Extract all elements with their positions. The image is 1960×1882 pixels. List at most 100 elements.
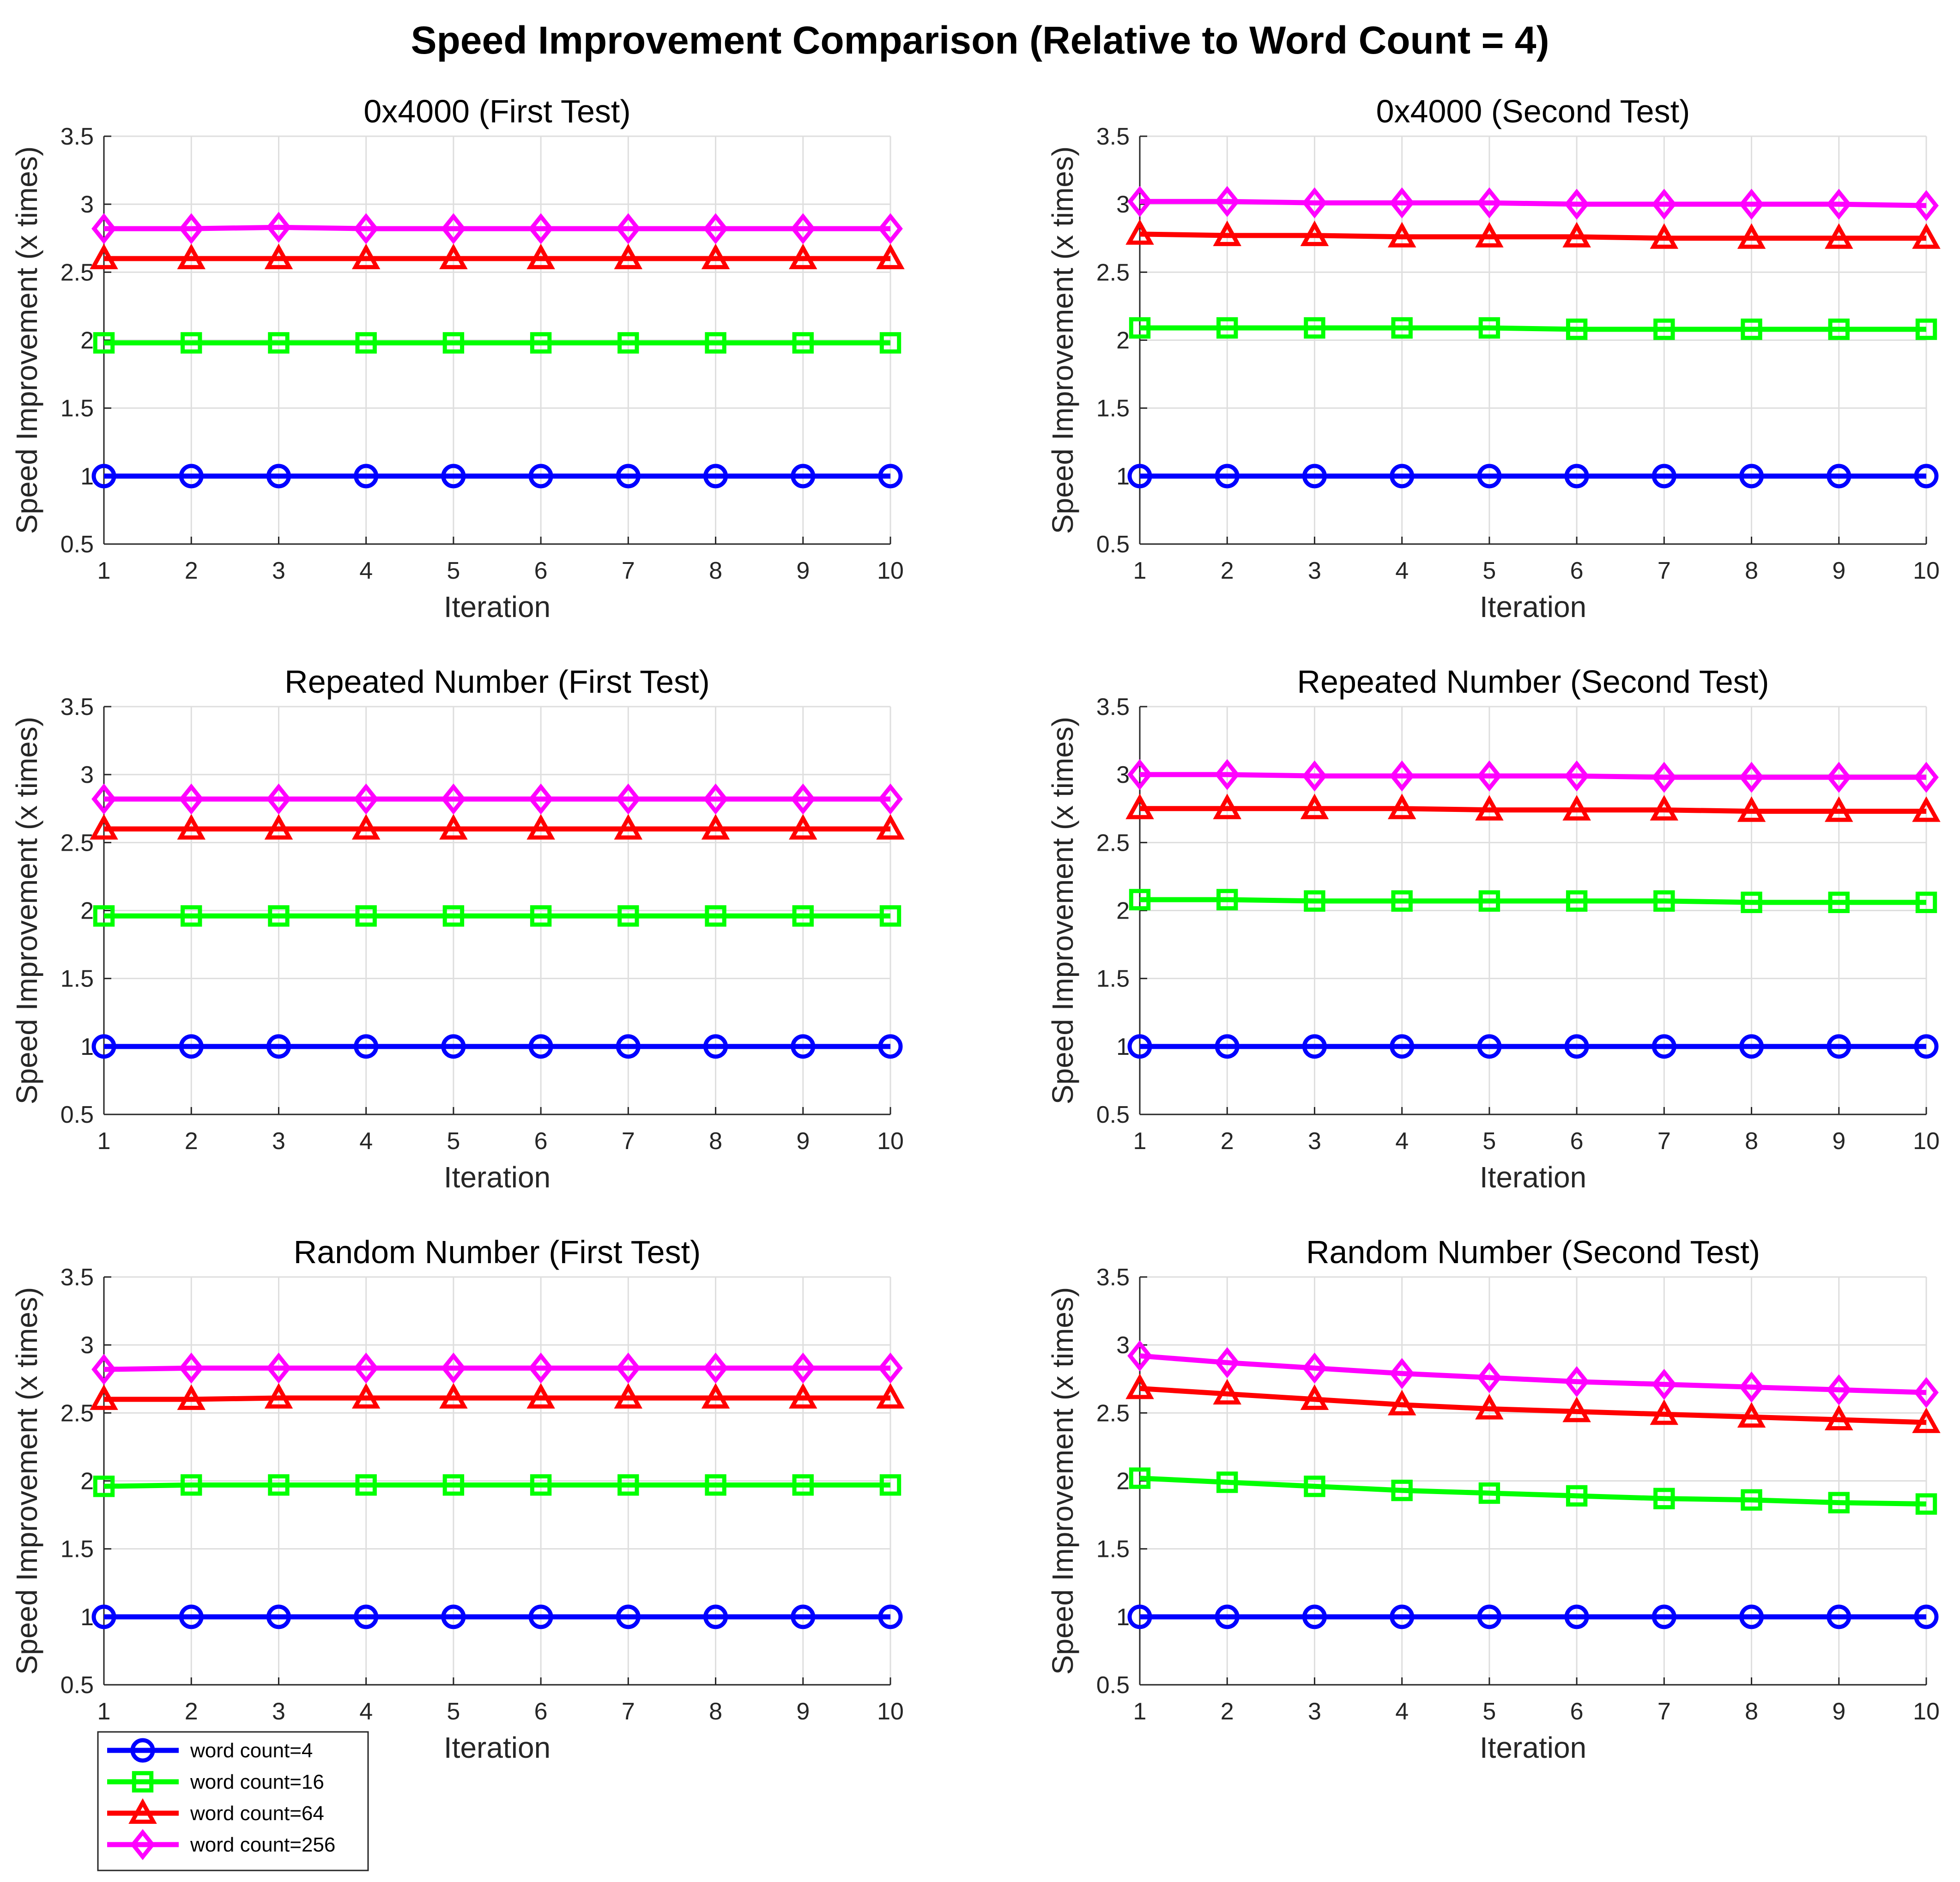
data-point bbox=[1737, 223, 1766, 249]
series-word-count-256 bbox=[91, 212, 903, 244]
data-point bbox=[181, 1474, 202, 1496]
y-tick-label: 2.5 bbox=[60, 259, 94, 286]
legend-label: word count=64 bbox=[190, 1802, 324, 1825]
data-point bbox=[1127, 464, 1152, 489]
x-tick-label: 2 bbox=[185, 1128, 198, 1155]
data-point bbox=[1826, 762, 1851, 793]
series-word-count-16 bbox=[1129, 1467, 1937, 1515]
x-tick-label: 8 bbox=[1745, 1698, 1758, 1725]
y-tick-label: 0.5 bbox=[60, 1672, 94, 1699]
y-tick-label: 2.5 bbox=[1096, 1400, 1130, 1427]
data-point bbox=[1651, 464, 1676, 489]
x-tick-label: 8 bbox=[709, 557, 722, 584]
series-line bbox=[104, 224, 890, 231]
data-point bbox=[1651, 1368, 1677, 1400]
data-point bbox=[528, 1352, 553, 1384]
x-tick-label: 1 bbox=[1133, 557, 1147, 584]
data-point bbox=[1213, 220, 1241, 246]
series-line bbox=[1140, 772, 1926, 780]
data-point bbox=[792, 332, 814, 354]
y-axis-label: Speed Improvement (x times) bbox=[10, 717, 43, 1104]
data-point bbox=[1477, 464, 1502, 489]
data-point bbox=[614, 243, 643, 269]
data-point bbox=[1304, 890, 1325, 912]
data-point bbox=[1391, 317, 1413, 339]
y-tick-label: 1.5 bbox=[60, 395, 94, 422]
x-tick-label: 10 bbox=[877, 1698, 904, 1725]
data-point bbox=[1566, 890, 1588, 912]
data-point bbox=[528, 464, 553, 489]
data-point bbox=[442, 1474, 465, 1496]
series-word-count-64 bbox=[90, 243, 905, 269]
x-tick-label: 1 bbox=[97, 1698, 111, 1725]
data-point bbox=[1564, 188, 1589, 220]
data-point bbox=[351, 1383, 381, 1409]
data-point bbox=[268, 905, 290, 927]
x-tick-label: 7 bbox=[1658, 1698, 1671, 1725]
x-tick-label: 7 bbox=[622, 1128, 635, 1155]
x-tick-label: 9 bbox=[796, 1698, 810, 1725]
x-tick-label: 4 bbox=[359, 557, 373, 584]
data-point bbox=[266, 1604, 291, 1629]
x-tick-label: 10 bbox=[1913, 1128, 1940, 1155]
x-tick-label: 6 bbox=[534, 1698, 548, 1725]
data-point bbox=[1912, 796, 1941, 822]
data-point bbox=[1127, 759, 1152, 790]
subplot-title: 0x4000 (Second Test) bbox=[1376, 93, 1690, 129]
series-word-count-256 bbox=[91, 1352, 903, 1385]
data-point bbox=[1653, 318, 1675, 340]
x-tick-label: 2 bbox=[1221, 1698, 1234, 1725]
data-point bbox=[528, 1604, 553, 1629]
legend-marker bbox=[130, 1829, 155, 1860]
y-tick-label: 1.5 bbox=[60, 966, 94, 992]
data-point bbox=[1216, 889, 1238, 911]
x-tick-label: 8 bbox=[709, 1698, 722, 1725]
legend-entry: word count=16 bbox=[107, 1771, 324, 1793]
legend-entry: word count=256 bbox=[107, 1829, 335, 1860]
legend-marker bbox=[130, 1738, 155, 1763]
data-point bbox=[266, 1034, 291, 1059]
x-tick-label: 3 bbox=[272, 1128, 285, 1155]
x-axis-label: Iteration bbox=[1480, 1161, 1586, 1194]
data-point bbox=[1650, 1399, 1679, 1425]
data-point bbox=[616, 783, 641, 815]
data-point bbox=[442, 332, 465, 354]
y-tick-label: 1 bbox=[1116, 1034, 1130, 1060]
y-tick-label: 3.5 bbox=[60, 123, 94, 150]
subplot-3: 1 2 3 4 5 6 7 8 9 100.511.522.533.5IterationSpeed… bbox=[10, 664, 905, 1194]
data-point bbox=[528, 783, 553, 815]
series-line bbox=[1140, 199, 1927, 208]
data-point bbox=[1651, 762, 1677, 793]
data-point bbox=[617, 905, 639, 927]
y-axis-label: Speed Improvement (x times) bbox=[1046, 146, 1079, 534]
series-word-count-256 bbox=[1127, 1340, 1939, 1408]
data-point bbox=[790, 783, 816, 815]
data-point bbox=[616, 213, 641, 244]
data-point bbox=[1650, 795, 1679, 821]
y-tick-label: 3 bbox=[1116, 1332, 1130, 1359]
data-point bbox=[528, 213, 553, 244]
y-axis-label: Speed Improvement (x times) bbox=[10, 1287, 43, 1675]
data-point bbox=[879, 332, 901, 354]
series-line bbox=[104, 1395, 890, 1402]
data-point bbox=[526, 1383, 555, 1409]
x-tick-label: 6 bbox=[1570, 1698, 1584, 1725]
data-point bbox=[878, 213, 903, 244]
data-point bbox=[1739, 1371, 1764, 1403]
legend-label: word count=16 bbox=[190, 1771, 324, 1793]
subplot-5: 1 2 3 4 5 6 7 8 9 100.511.522.533.5IterationSpeed… bbox=[10, 1234, 905, 1764]
data-point bbox=[617, 332, 639, 354]
data-point bbox=[91, 1354, 116, 1385]
series-word-count-64 bbox=[1125, 219, 1941, 249]
data-point bbox=[616, 464, 641, 489]
data-point bbox=[616, 1034, 641, 1059]
data-point bbox=[442, 905, 465, 927]
data-point bbox=[878, 1034, 903, 1059]
y-tick-label: 2 bbox=[1116, 327, 1130, 354]
x-tick-label: 8 bbox=[1745, 1128, 1758, 1155]
data-point bbox=[355, 905, 377, 927]
x-tick-label: 8 bbox=[709, 1128, 722, 1155]
data-point bbox=[1215, 1604, 1240, 1629]
data-point bbox=[616, 1604, 641, 1629]
data-point bbox=[1477, 1604, 1502, 1629]
